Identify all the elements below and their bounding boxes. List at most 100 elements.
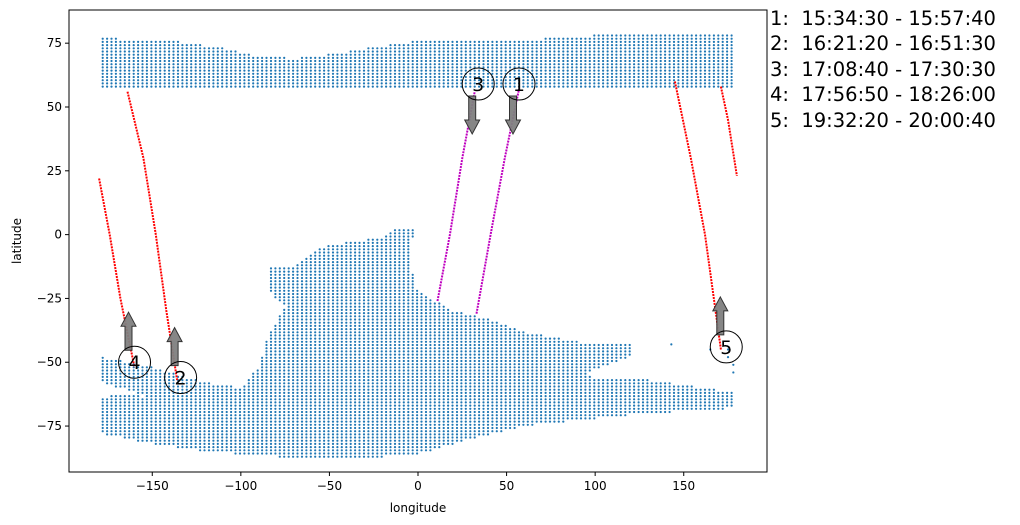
grid-point	[292, 276, 295, 280]
grid-point	[544, 359, 547, 363]
grid-point	[230, 59, 233, 63]
grid-point	[619, 34, 622, 37]
grid-point	[376, 337, 379, 340]
grid-point	[380, 66, 383, 69]
grid-point	[128, 75, 131, 79]
grid-point	[500, 372, 503, 375]
grid-point	[309, 388, 312, 391]
grid-point	[526, 340, 529, 343]
grid-point	[646, 34, 649, 37]
grid-point	[522, 69, 525, 72]
grid-point	[132, 379, 135, 382]
grid-point	[145, 50, 148, 53]
grid-point	[185, 388, 188, 391]
grid-point	[314, 388, 317, 391]
grid-point	[668, 47, 671, 50]
grid-point	[562, 343, 565, 347]
grid-point	[553, 40, 556, 44]
grid-point	[309, 299, 312, 302]
grid-point	[703, 40, 707, 44]
grid-point	[349, 375, 352, 378]
grid-point	[416, 382, 419, 385]
grid-point	[416, 356, 419, 359]
grid-point	[562, 82, 565, 85]
grid-point	[402, 388, 405, 391]
grid-point	[216, 47, 219, 50]
grid-point	[230, 82, 233, 85]
grid-point	[650, 395, 653, 398]
grid-point	[420, 82, 423, 85]
grid-point	[615, 347, 618, 350]
grid-point	[460, 66, 463, 69]
grid-point	[548, 359, 552, 363]
grid-point	[655, 66, 658, 69]
grid-point	[261, 356, 264, 359]
grid-point	[247, 85, 250, 88]
grid-point	[354, 56, 357, 60]
grid-point	[513, 63, 516, 66]
grid-point	[261, 59, 264, 63]
grid-point	[712, 79, 716, 82]
grid-point	[429, 334, 432, 337]
grid-point	[478, 375, 481, 378]
grid-point	[354, 292, 357, 296]
grid-point	[730, 75, 733, 79]
grid-point	[393, 56, 397, 60]
grid-point	[664, 66, 667, 69]
grid-point	[526, 85, 529, 88]
grid-point	[185, 66, 188, 69]
grid-point	[540, 363, 543, 366]
grid-point	[207, 59, 211, 63]
grid-point	[340, 359, 343, 363]
grid-point	[300, 340, 304, 343]
grid-point	[721, 59, 724, 63]
grid-point	[287, 273, 290, 276]
grid-point	[141, 69, 144, 72]
grid-point	[278, 85, 281, 88]
grid-point	[331, 302, 335, 305]
grid-point	[323, 318, 326, 321]
grid-point	[283, 56, 286, 60]
grid-point	[354, 328, 357, 331]
grid-point	[380, 292, 383, 296]
grid-point	[681, 37, 685, 40]
grid-point	[323, 375, 326, 378]
grid-point	[407, 359, 410, 363]
grid-point	[190, 44, 193, 47]
grid-point	[730, 47, 733, 50]
grid-point	[172, 63, 175, 66]
grid-point	[664, 85, 667, 88]
grid-point	[190, 79, 193, 82]
grid-point	[132, 40, 135, 44]
grid-point	[655, 47, 658, 50]
grid-point	[672, 85, 676, 88]
grid-point	[686, 75, 689, 79]
grid-point	[349, 363, 352, 366]
grid-point	[655, 388, 658, 391]
grid-point	[469, 385, 472, 388]
grid-point	[504, 47, 507, 50]
grid-point	[345, 331, 348, 334]
grid-point	[442, 372, 445, 375]
grid-point	[478, 369, 481, 372]
grid-point	[283, 79, 286, 82]
grid-point	[380, 337, 383, 340]
grid-point	[407, 337, 410, 340]
grid-point	[513, 85, 516, 88]
grid-point	[314, 369, 317, 372]
grid-point	[633, 69, 636, 72]
grid-point	[137, 391, 140, 394]
grid-point	[588, 59, 591, 63]
grid-point	[482, 40, 485, 44]
grid-point	[123, 69, 126, 72]
grid-point	[460, 343, 463, 347]
grid-point	[323, 391, 326, 394]
grid-point	[690, 385, 693, 388]
grid-point	[411, 53, 414, 56]
grid-point	[557, 85, 560, 88]
grid-point	[686, 85, 689, 88]
grid-point	[163, 66, 166, 69]
grid-point	[579, 388, 583, 391]
grid-point	[349, 382, 352, 385]
grid-point	[730, 50, 733, 53]
